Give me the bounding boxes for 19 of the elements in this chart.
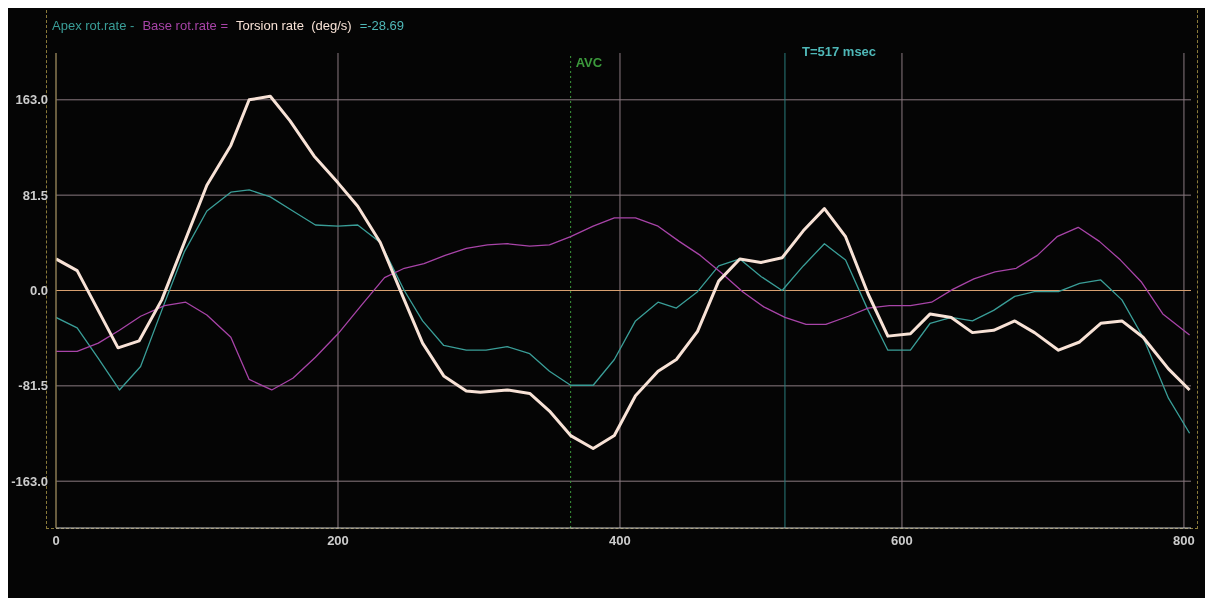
text: =-28.69	[359, 18, 405, 33]
y-tick-label: 0.0	[29, 283, 48, 299]
x-tick-label: 200	[327, 533, 349, 549]
annotation: T=517 msec	[802, 44, 877, 59]
x-tick-label: 0	[52, 533, 60, 549]
ref-line-label: AVC	[575, 55, 603, 71]
y-tick-label: -81.5	[18, 378, 48, 394]
text: Base rot.rate =	[142, 18, 229, 33]
y-tick-label: 81.5	[22, 187, 48, 203]
y-tick-label: 163.0	[15, 92, 48, 108]
x-tick-label: 600	[891, 533, 913, 549]
line-series	[56, 217, 1191, 391]
y-tick-label: -163.0	[11, 473, 48, 489]
line-series	[56, 94, 1191, 450]
x-tick-label: 400	[609, 533, 631, 549]
text: Apex rot.rate -	[52, 18, 135, 33]
line-series	[56, 189, 1191, 434]
text: Torsion rate (deg/s)	[236, 18, 352, 33]
x-tick-label: 800	[1173, 533, 1195, 549]
